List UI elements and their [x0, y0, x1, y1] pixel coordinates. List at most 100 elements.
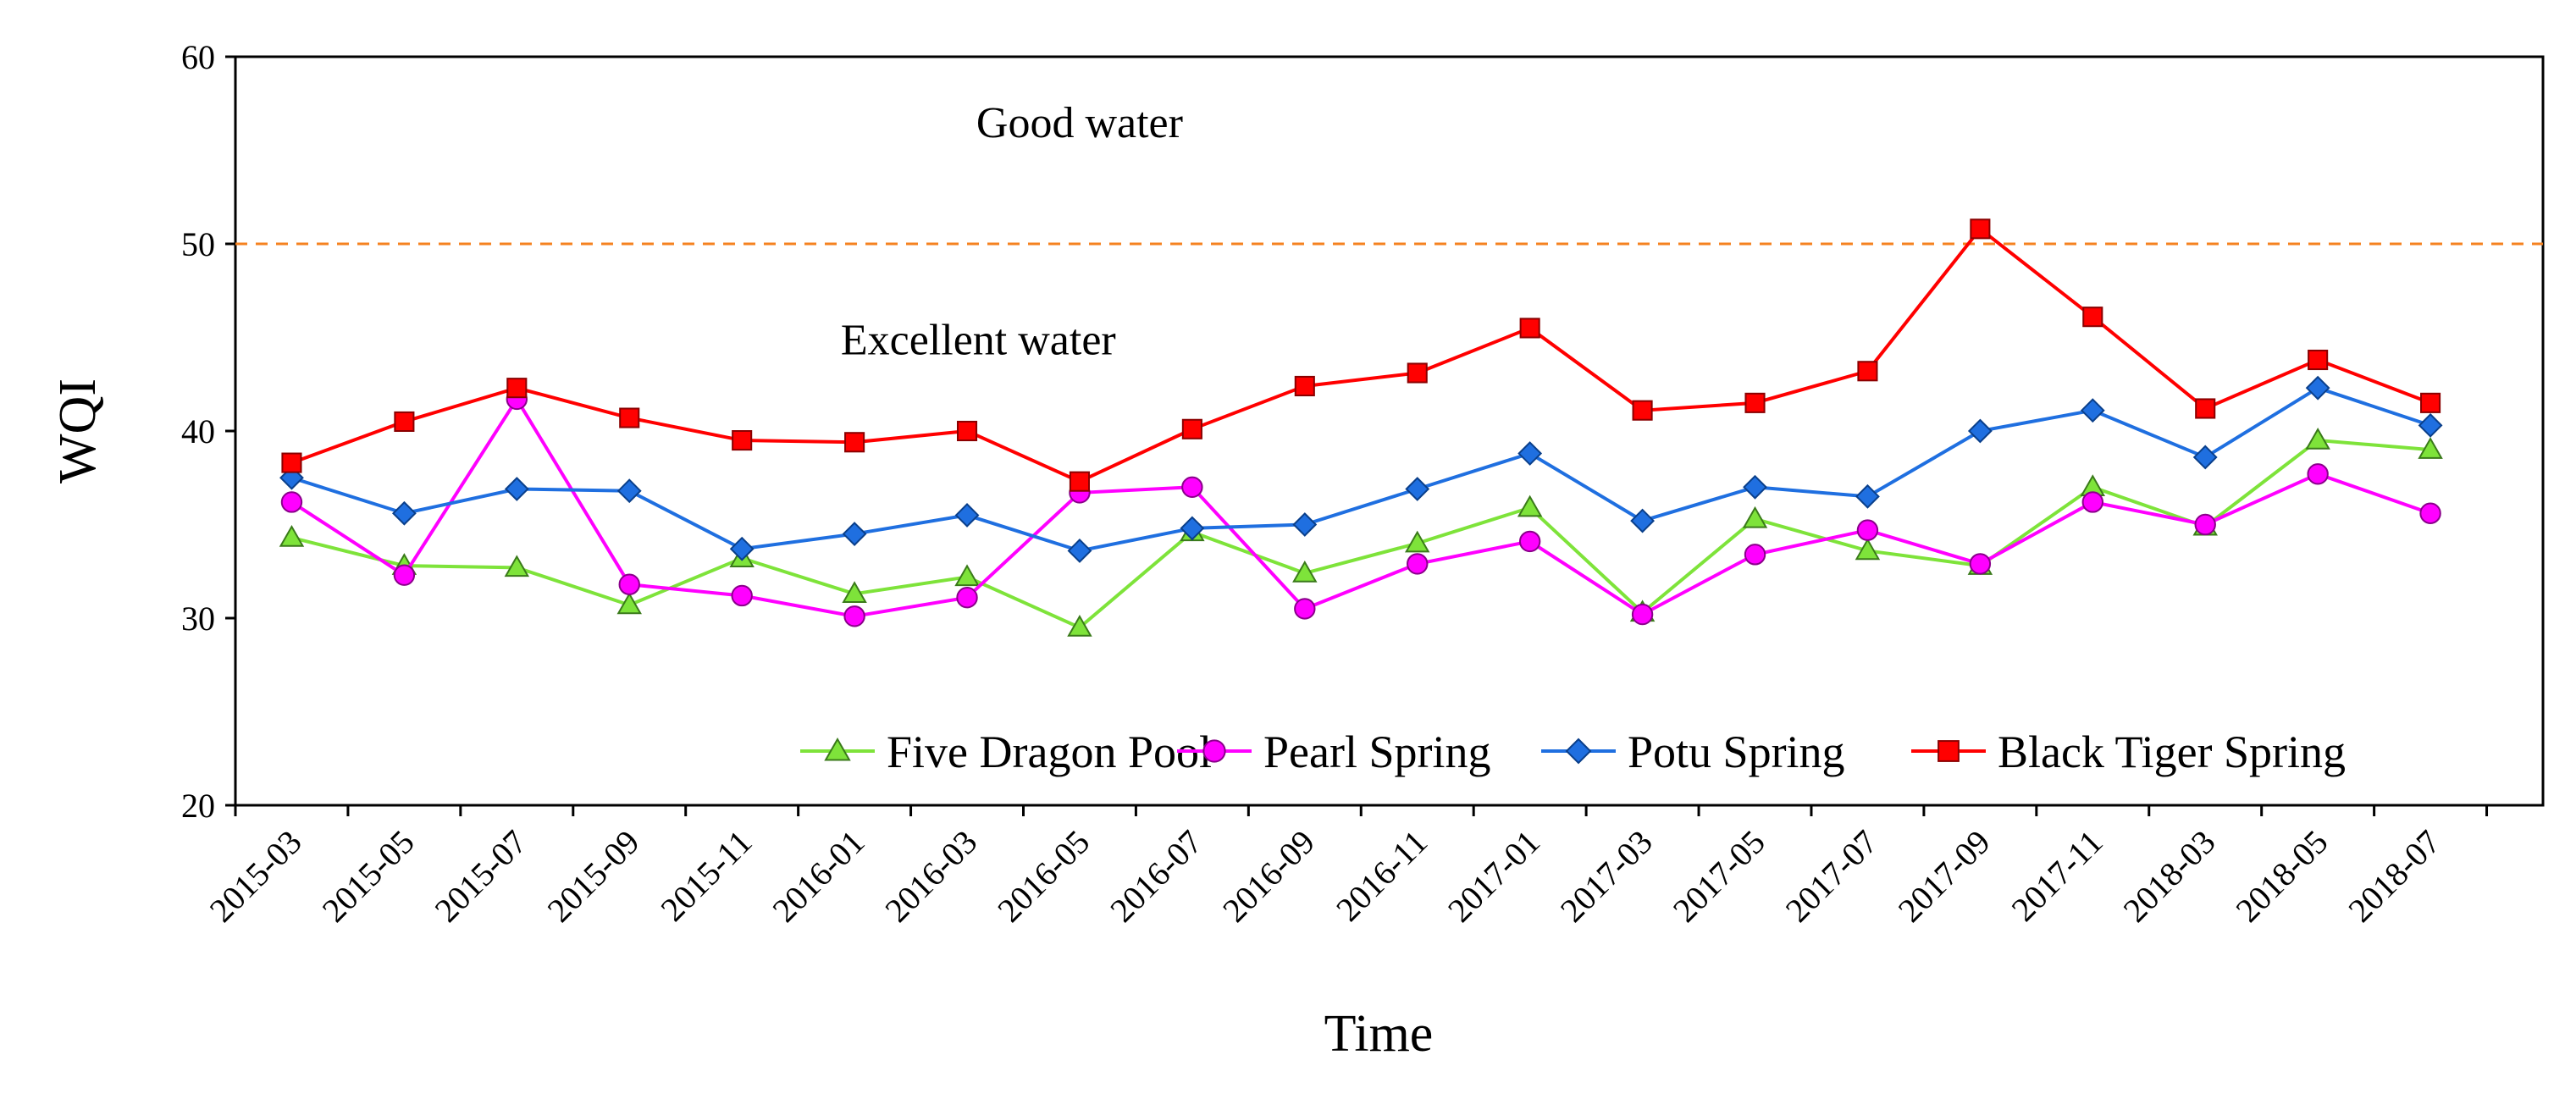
x-tick-label: 2017-01 [1440, 823, 1547, 930]
data-point-square [2082, 307, 2103, 328]
data-point-square [1744, 392, 1766, 413]
data-point-square [1938, 740, 1960, 762]
data-point-square [1632, 400, 1653, 421]
series-five-dragon-pool [279, 428, 2443, 637]
x-tick-label: 2018-07 [2341, 823, 2447, 930]
y-tick-label: 30 [181, 599, 215, 638]
data-point-square [1294, 375, 1315, 397]
legend-item: Potu Spring [1541, 727, 1845, 777]
x-tick-label: 2016-11 [1329, 823, 1434, 929]
data-point-square [2420, 392, 2441, 413]
data-point-diamond [2192, 445, 2218, 470]
x-axis: 2015-03 2015-05 2015-07 2015-09 2015-11 2016-… [202, 805, 2489, 930]
series-pearl-spring [280, 388, 2441, 627]
plot-frame [234, 55, 2545, 807]
x-tick-label: 2017-09 [1891, 823, 1998, 930]
data-point-diamond [2080, 398, 2105, 423]
data-point-circle [2307, 463, 2329, 485]
data-point-triangle [2305, 428, 2330, 450]
series-potu-spring [279, 375, 2443, 563]
y-axis: 20 30 40 50 60 [181, 38, 235, 825]
data-point-triangle [1292, 560, 1318, 583]
x-axis-title: Time [1324, 1005, 1434, 1063]
annotation-layer: Good water Excellent water [841, 99, 1183, 364]
data-point-diamond [1292, 512, 1318, 537]
data-point-triangle [1405, 530, 1430, 553]
data-point-circle [731, 584, 753, 607]
data-point-triangle [1517, 495, 1543, 517]
data-point-circle [843, 605, 865, 627]
x-tick-label: 2016-03 [877, 823, 984, 930]
y-tick-label: 60 [181, 38, 215, 76]
x-tick-label: 2016-07 [1103, 823, 1209, 930]
x-tick-label: 2016-05 [990, 823, 1097, 930]
data-point-diamond [1855, 483, 1880, 509]
data-point-square [619, 407, 640, 428]
data-point-square [1181, 418, 1202, 439]
data-point-circle [956, 586, 978, 609]
x-tick-label: 2015-05 [315, 823, 422, 930]
data-point-circle [2194, 513, 2216, 536]
data-point-diamond [842, 522, 867, 546]
legend-item: Five Dragon Pool [800, 727, 1212, 777]
data-point-square [1069, 471, 1091, 492]
data-point-triangle [2418, 437, 2443, 459]
legend-label: Black Tiger Spring [1998, 727, 2346, 777]
x-tick-label: 2015-11 [653, 823, 759, 929]
x-tick-label: 2016-01 [765, 823, 871, 930]
data-point-circle [1969, 553, 1992, 575]
data-point-circle [1856, 519, 1879, 541]
data-point-triangle [1855, 538, 1881, 561]
legend: Five Dragon Pool Pearl Spring Potu Spring B… [800, 727, 2346, 777]
data-point-circle [1631, 603, 1654, 626]
data-point-triangle [504, 555, 530, 577]
annotation-label: Good water [976, 99, 1183, 147]
x-tick-label: 2015-09 [540, 823, 647, 930]
x-tick-label: 2017-07 [1778, 823, 1885, 930]
data-point-triangle [842, 581, 867, 604]
data-point-square [732, 430, 753, 451]
data-point-diamond [1517, 441, 1543, 466]
data-point-diamond [1067, 539, 1092, 563]
data-point-diamond [729, 536, 755, 561]
data-point-diamond [954, 503, 980, 528]
y-tick-label: 20 [181, 787, 215, 825]
data-point-circle [393, 564, 416, 586]
legend-item: Pearl Spring [1177, 727, 1490, 777]
data-point-circle [2081, 491, 2103, 513]
data-point-square [281, 452, 302, 473]
data-point-circle [1744, 544, 1766, 566]
data-point-diamond [1405, 477, 1430, 501]
data-point-square [844, 432, 865, 453]
data-point-diamond [616, 478, 642, 504]
data-point-diamond [2418, 412, 2443, 438]
x-tick-label: 2016-09 [1215, 823, 1322, 930]
data-point-triangle [954, 564, 980, 587]
data-point-square [1519, 318, 1540, 339]
x-tick-label: 2018-05 [2228, 823, 2335, 930]
data-point-square [1407, 362, 1428, 384]
series-line [290, 395, 2431, 618]
x-tick-label: 2015-03 [202, 823, 309, 930]
x-tick-label: 2017-05 [1666, 823, 1772, 930]
x-tick-label: 2018-03 [2115, 823, 2222, 930]
data-point-diamond [1180, 516, 1205, 541]
series-black-tiger-spring [281, 218, 2441, 492]
data-point-diamond [1967, 418, 1993, 444]
series-line [290, 385, 2431, 553]
data-point-square [2195, 398, 2216, 419]
annotation-label: Excellent water [841, 316, 1116, 364]
data-point-triangle [279, 524, 305, 547]
series-layer [279, 218, 2443, 637]
y-axis-title: WQI [49, 378, 107, 483]
data-point-triangle [1742, 506, 1768, 528]
legend-label: Potu Spring [1628, 727, 1845, 777]
series-line [290, 226, 2431, 483]
data-point-diamond [504, 477, 529, 501]
data-point-circle [1518, 530, 1541, 553]
data-point-circle [280, 491, 303, 513]
data-point-circle [1202, 739, 1226, 763]
y-tick-label: 50 [181, 225, 215, 263]
data-point-square [1970, 218, 1991, 240]
